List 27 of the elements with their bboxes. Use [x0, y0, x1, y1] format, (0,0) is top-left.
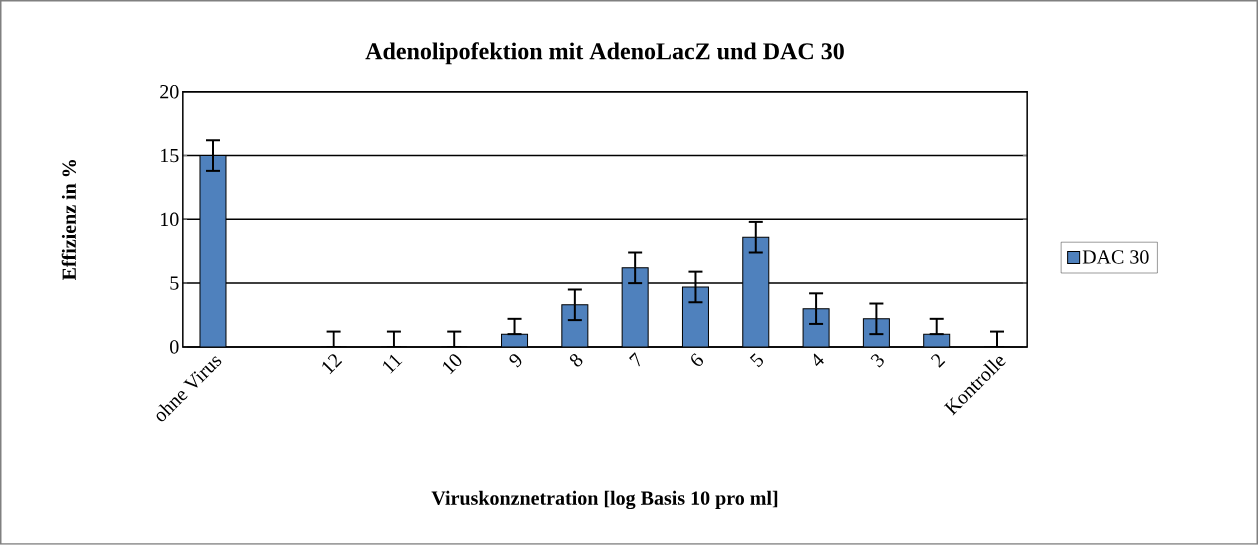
y-tick-label: 10 [161, 212, 179, 227]
x-tick-label: 7 [629, 352, 640, 367]
bar [742, 236, 770, 348]
x-tick-label: 12 [322, 354, 343, 375]
legend-label: DAC 30 [1082, 250, 1149, 264]
bar [561, 304, 589, 348]
x-axis-title: Viruskonznetration [log Basis 10 pro ml] [431, 490, 778, 510]
bar [199, 155, 227, 348]
y-tick-label: 0 [170, 340, 179, 354]
x-tick-label: 4 [813, 353, 824, 367]
x-tick-label: 8 [569, 354, 583, 367]
x-tick-label: 10 [442, 354, 462, 375]
x-tick-label: 2 [930, 354, 946, 368]
x-tick-label: 9 [509, 354, 522, 368]
y-tick-label: 15 [161, 149, 179, 163]
bar [621, 267, 649, 348]
y-tick-label: 5 [170, 276, 179, 290]
x-tick-label: ohne Virus [156, 356, 222, 422]
x-tick-label: 6 [691, 353, 704, 367]
y-axis-title: Effizienz in % [61, 160, 77, 281]
x-tick-label: 5 [749, 353, 764, 368]
chart-title: Adenolipofektion mit AdenoLacZ und DAC 30 [365, 42, 844, 65]
x-tick-label: 11 [383, 354, 403, 374]
bar [802, 308, 830, 348]
bar [681, 286, 709, 348]
x-tick-label: 3 [870, 354, 884, 368]
y-tick-label: 20 [160, 85, 179, 99]
